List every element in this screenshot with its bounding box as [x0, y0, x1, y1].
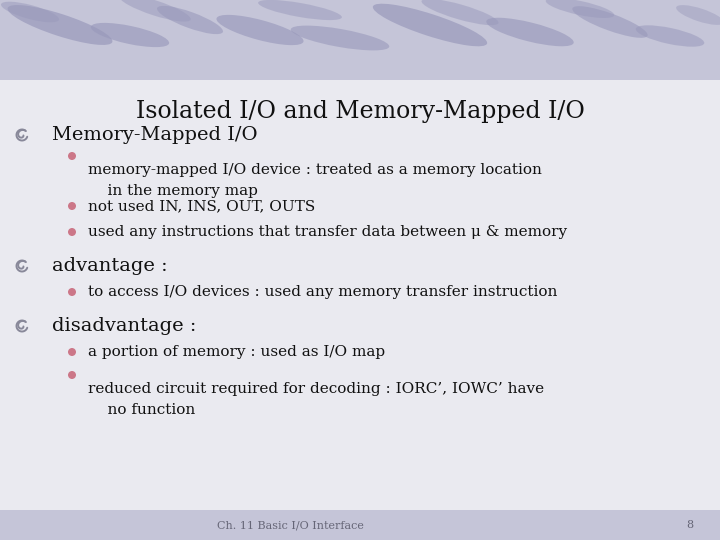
Text: Ch. 11 Basic I/O Interface: Ch. 11 Basic I/O Interface — [217, 520, 364, 530]
Circle shape — [68, 348, 76, 356]
Ellipse shape — [217, 15, 304, 45]
Circle shape — [68, 371, 76, 379]
Text: not used IN, INS, OUT, OUTS: not used IN, INS, OUT, OUTS — [88, 199, 315, 213]
Text: Isolated I/O and Memory-Mapped I/O: Isolated I/O and Memory-Mapped I/O — [135, 100, 585, 123]
Text: used any instructions that transfer data between μ & memory: used any instructions that transfer data… — [88, 225, 567, 239]
Circle shape — [68, 152, 76, 160]
Text: Memory-Mapped I/O: Memory-Mapped I/O — [52, 126, 258, 144]
Ellipse shape — [546, 0, 614, 18]
Bar — [0, 0, 720, 80]
Circle shape — [68, 228, 76, 236]
Ellipse shape — [291, 25, 390, 50]
Ellipse shape — [421, 0, 498, 25]
Text: disadvantage :: disadvantage : — [52, 317, 197, 335]
Text: a portion of memory : used as I/O map: a portion of memory : used as I/O map — [88, 345, 385, 359]
Bar — [0, 510, 720, 540]
Ellipse shape — [1, 2, 59, 22]
Text: reduced circuit required for decoding : IORC’, IOWC’ have
    no function: reduced circuit required for decoding : … — [88, 382, 544, 416]
Ellipse shape — [373, 4, 487, 46]
Circle shape — [68, 202, 76, 210]
Ellipse shape — [572, 6, 648, 38]
Ellipse shape — [258, 0, 342, 20]
Ellipse shape — [157, 6, 223, 34]
Ellipse shape — [8, 5, 112, 45]
Circle shape — [68, 288, 76, 296]
Text: advantage :: advantage : — [52, 257, 168, 275]
Ellipse shape — [676, 5, 720, 25]
Text: to access I/O devices : used any memory transfer instruction: to access I/O devices : used any memory … — [88, 285, 557, 299]
Ellipse shape — [120, 0, 191, 22]
Ellipse shape — [91, 23, 169, 47]
Ellipse shape — [486, 18, 574, 46]
Ellipse shape — [636, 25, 704, 46]
Text: memory-mapped I/O device : treated as a memory location
    in the memory map: memory-mapped I/O device : treated as a … — [88, 163, 542, 198]
Bar — [0, 80, 720, 510]
Text: 8: 8 — [686, 520, 693, 530]
